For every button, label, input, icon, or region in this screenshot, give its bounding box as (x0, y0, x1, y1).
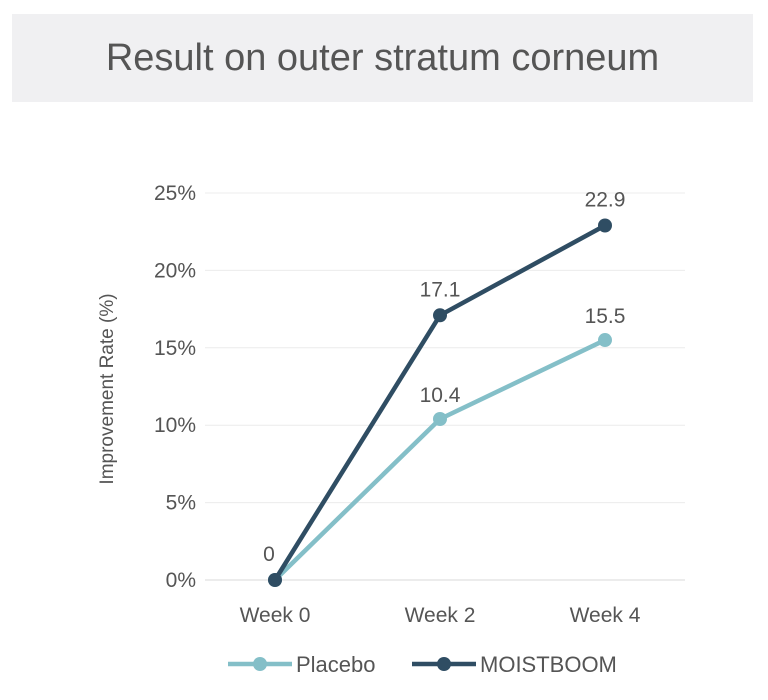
y-tick-label: 25% (154, 182, 196, 205)
x-tick-label: Week 2 (405, 604, 476, 627)
series-group (268, 218, 612, 587)
x-axis-ticks: Week 0 Week 2 Week 4 (240, 604, 641, 627)
legend-marker (437, 657, 451, 671)
legend: Placebo MOISTBOOM (228, 652, 617, 677)
y-tick-label: 10% (154, 414, 196, 437)
y-tick-label: 15% (154, 337, 196, 360)
data-point-placebo (598, 333, 612, 348)
data-label: 10.4 (420, 384, 461, 407)
data-point-moistboom (268, 573, 282, 587)
data-point-moistboom (433, 308, 447, 323)
legend-marker (253, 657, 267, 671)
legend-label: MOISTBOOM (480, 652, 617, 677)
data-label: 15.5 (585, 305, 626, 328)
legend-item-placebo: Placebo (228, 652, 376, 677)
legend-label: Placebo (296, 652, 376, 677)
data-labels: 10.4 15.5 0 17.1 22.9 (263, 189, 625, 566)
y-tick-label: 20% (154, 259, 196, 282)
y-tick-label: 5% (166, 492, 196, 515)
gridlines (205, 192, 685, 581)
chart-title: Result on outer stratum corneum (105, 36, 660, 79)
data-label: 17.1 (420, 278, 461, 301)
data-label: 22.9 (585, 189, 626, 212)
y-axis-ticks: 0% 5% 10% 15% 20% 25% (154, 182, 196, 592)
chart-title-bar: Result on outer stratum corneum (12, 14, 753, 102)
data-point-moistboom (598, 218, 612, 233)
data-label: 0 (263, 543, 275, 566)
y-axis-label: Improvement Rate (%) (97, 293, 118, 484)
x-tick-label: Week 4 (570, 604, 641, 627)
data-point-placebo (433, 412, 447, 427)
y-tick-label: 0% (166, 569, 196, 592)
x-tick-label: Week 0 (240, 604, 311, 627)
series-line-placebo (273, 338, 606, 582)
legend-item-moistboom: MOISTBOOM (412, 652, 617, 677)
